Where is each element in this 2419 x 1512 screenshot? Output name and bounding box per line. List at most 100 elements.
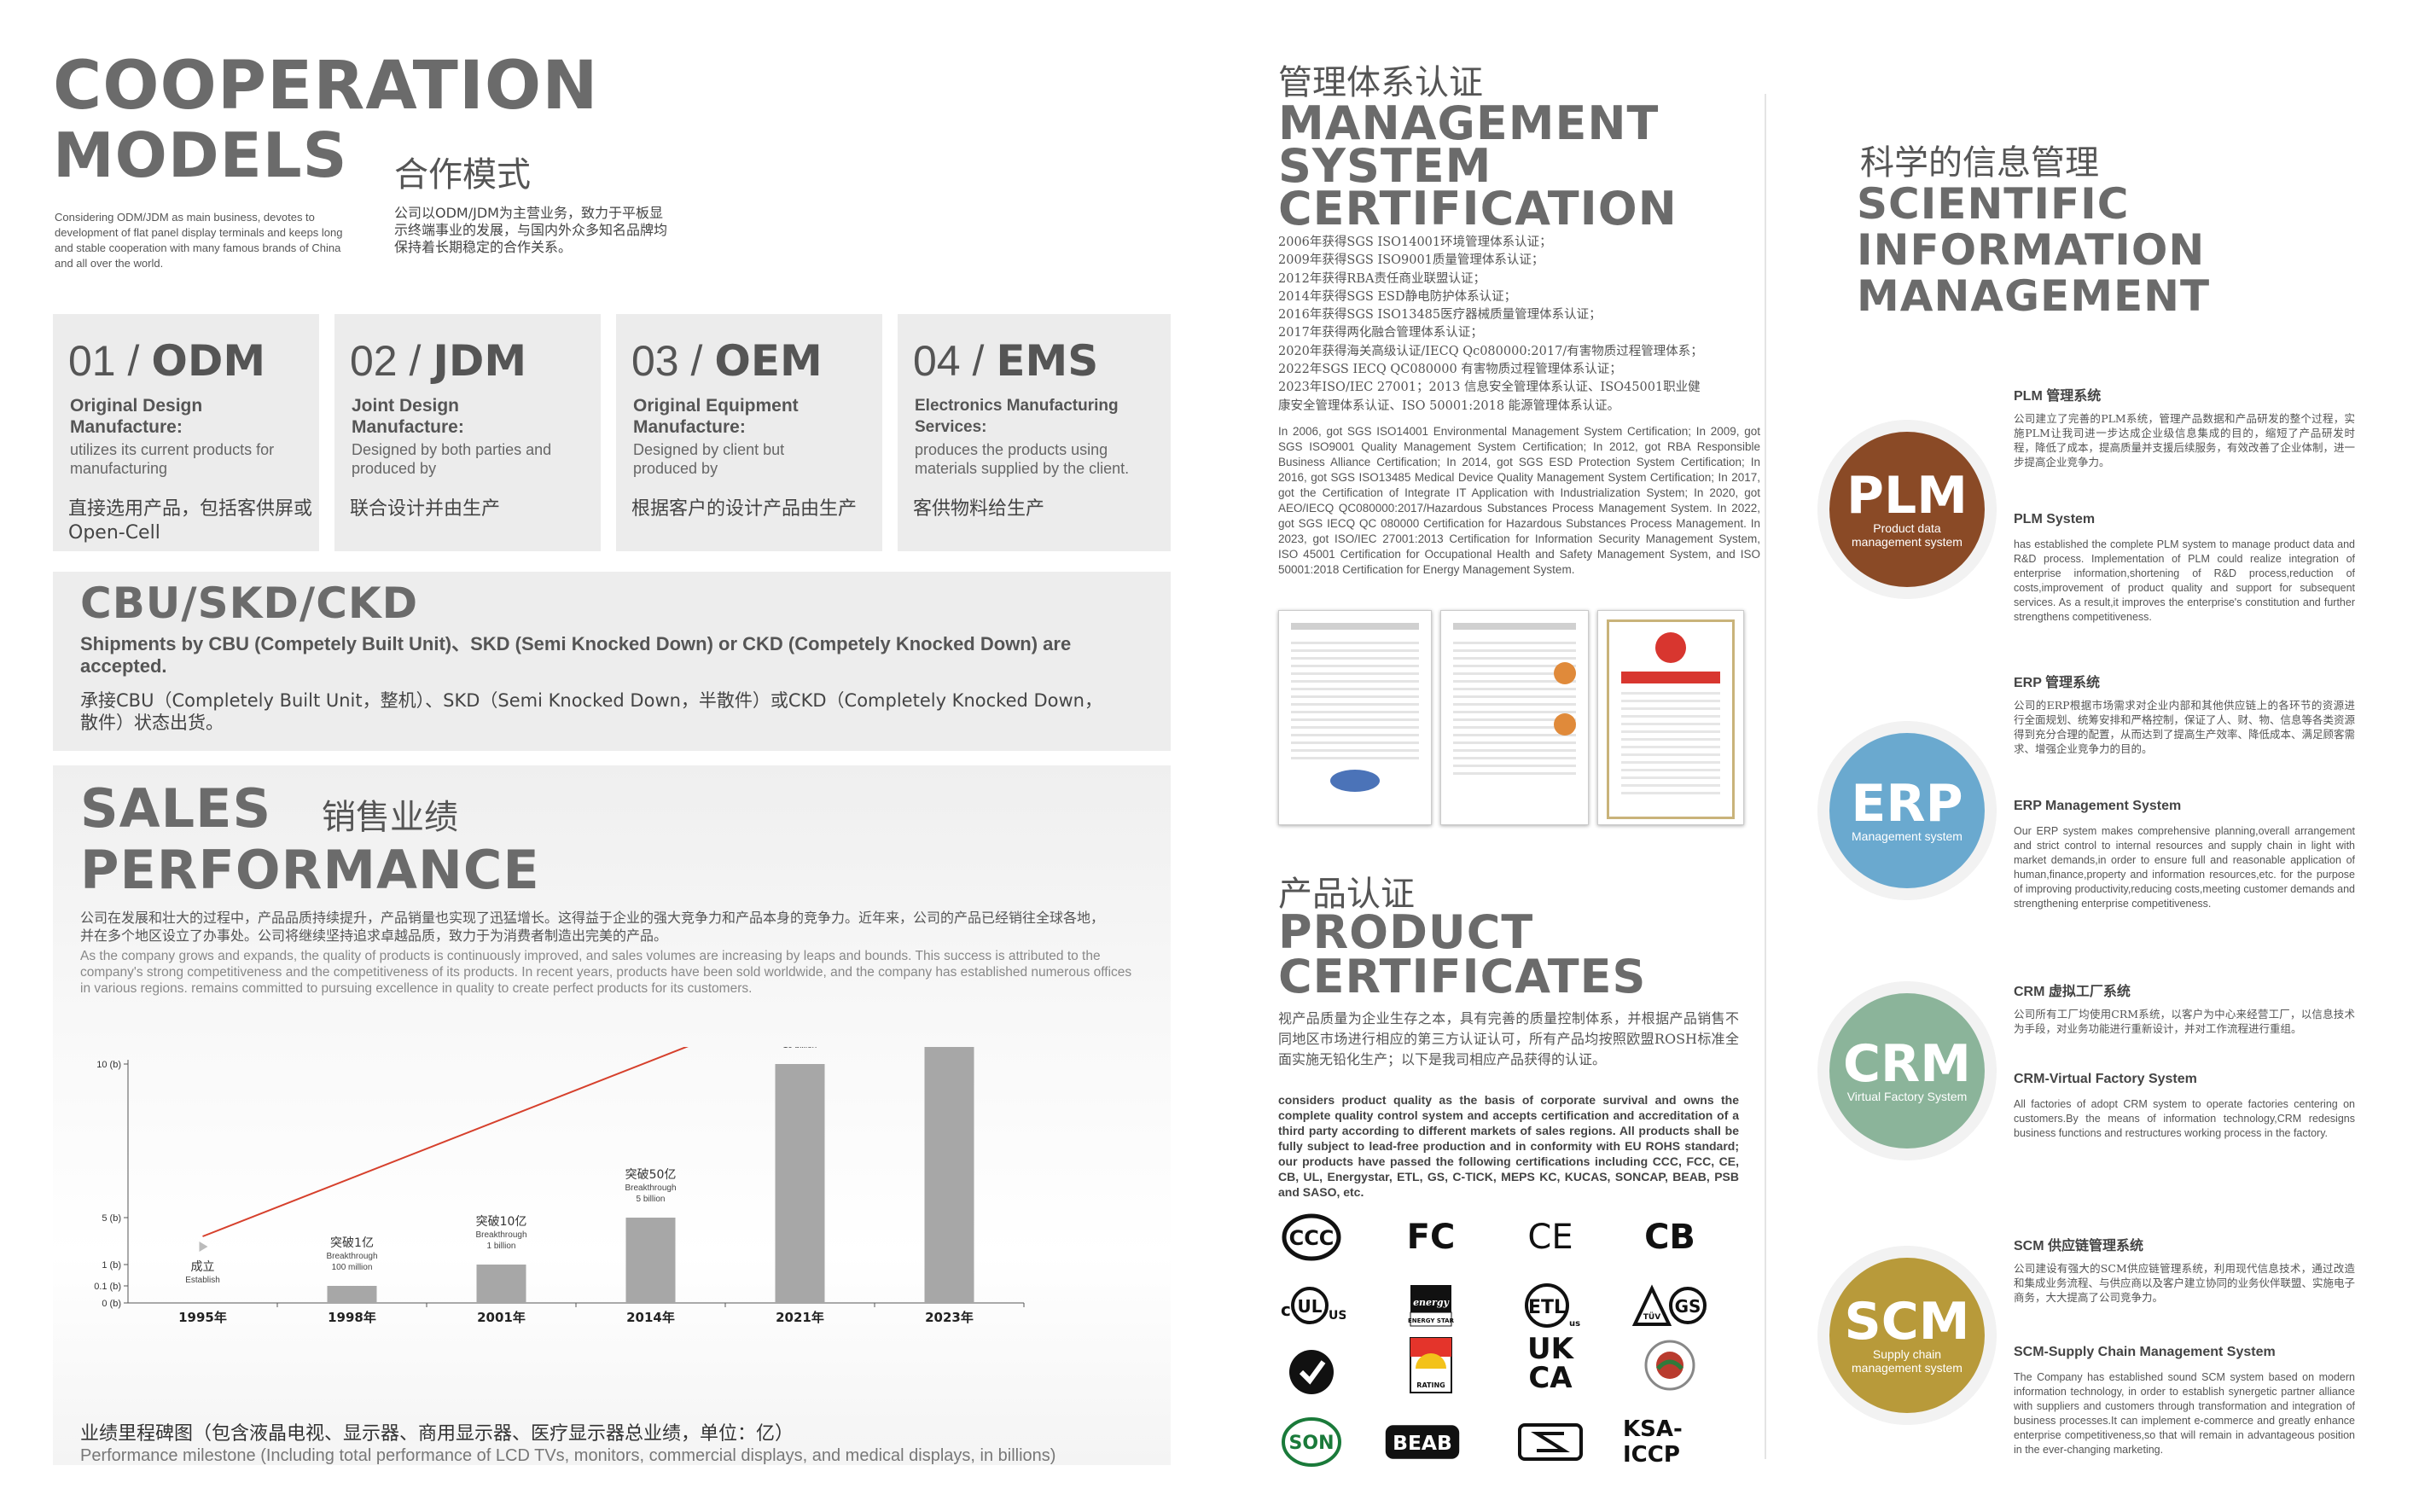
svg-text:CCC: CCC [1289,1226,1335,1250]
chart-data-label: 突破50亿 [625,1168,677,1182]
coop-intro-en: Considering ODM/JDM as main business, de… [55,211,343,270]
msc-cn-line: 2016年获得SGS ISO13485医疗器械质量管理体系认证； [1278,308,1602,323]
chart-x-tick-label: 1998年 [328,1310,376,1325]
model-code: EMS [996,336,1099,386]
scm-logo: SCM Supply chain management system [1817,1246,1997,1425]
msc-cn-line: 康安全管理体系认证、ISO 50001:2018 能源管理体系认证。 [1278,398,1620,413]
coop-title-cn: 合作模式 [394,155,531,195]
model-num: 04 / [913,337,985,385]
chart-data-label: 突破1亿 [330,1236,374,1250]
chart-y-tick-label: 5 (b) [102,1213,121,1224]
model-subtitle: Original Equipment Manufacture: [633,396,799,437]
chart-data-label-en: Establish [185,1276,220,1285]
model-code: OEM [714,336,823,386]
chart-data-label-sub: 10 billion [783,1047,817,1050]
model-desc: Designed by client but produced by [633,441,785,477]
sales-title-line1: SALES [80,777,272,840]
cul-logo-icon: c UL US [1273,1280,1350,1331]
model-desc-cn: 直接选用产品，包括客供屏或Open-Cell [68,498,313,544]
model-desc: produces the products using materials su… [915,441,1130,477]
msc-title-line3: CERTIFICATION [1278,182,1678,236]
saso-logo-icon [1631,1340,1708,1391]
sales-para-cn: 公司在发展和壮大的过程中，产品品质持续提升，产品销量也实现了迅猛增长。这得益于企… [80,910,1105,944]
chart-data-label-sub: 5 billion [637,1195,666,1204]
plm-heading-en: PLM System [2014,512,2096,526]
cbu-desc-en: Shipments by CBU (Competely Built Unit)、… [80,633,1072,677]
chart-x-tick-label: 2001年 [477,1310,526,1325]
sales-chart: 0 (b) 0.1 (b) 1 (b) 5 (b) 10 (b) 1995年 成立 Estab… [94,1047,1025,1325]
sales-title-cn: 销售业绩 [322,798,458,837]
model-card-ems: 04 / EMS Electronics Manufacturing Servi… [898,314,1171,551]
c-tick-logo-icon [1273,1346,1350,1398]
chart-y-tick-label: 1 (b) [102,1260,121,1271]
model-subtitle: Joint Design Manufacture: [352,396,464,437]
svg-text:TÜV: TÜV [1643,1312,1660,1322]
sim-title-line3: MANAGEMENT [1857,271,2211,321]
ce-logo-icon: CE [1512,1212,1589,1263]
scm-abbr: SCM [1844,1292,1970,1352]
svg-text:BEAB: BEAB [1393,1431,1452,1455]
certificate-image [1440,610,1589,825]
svg-text:c: c [1281,1300,1291,1320]
pc-title-cn: 产品认证 [1278,875,1415,914]
model-subtitle: Original Design Manufacture: [70,396,203,437]
chart-caption-en: Performance milestone (Including total p… [80,1446,1056,1465]
msc-cn-line: 2009年获得SGS ISO9001质量管理体系认证； [1278,253,1544,268]
ce-logo-text: CE [1527,1218,1573,1257]
msc-cn-line: 2006年获得SGS ISO14001环境管理体系认证； [1278,236,1552,249]
model-desc: utilizes its current products for manufa… [70,441,275,477]
energy-star-logo-icon: energy ENERGY STAR [1393,1280,1469,1331]
scm-para-cn: 公司建设有强大的SCM供应链管理系统，利用现代信息技术，通过改造和集成业务流程、… [2014,1262,2356,1304]
chart-bar [924,1047,974,1303]
model-code: ODM [151,336,266,386]
plm-subtitle: Product data management system [1852,521,1963,549]
svg-text:ETL: ETL [1528,1297,1566,1318]
chart-y-tick-label: 10 (b) [96,1060,121,1070]
msc-cn-line: 2022年SGS IECQ QC080000 有害物质过程管理体系认证； [1278,363,1622,377]
chart-data-label-en: Breakthrough [625,1183,676,1193]
msc-cn-line: 2023年ISO/IEC 27001；2013 信息安全管理体系认证、ISO45… [1278,381,1701,395]
chart-bar [625,1218,676,1303]
msc-cn-line: 2014年获得SGS ESD静电防护体系认证； [1278,289,1517,304]
certificate-image [1597,610,1744,825]
model-num: 01 / [68,337,140,385]
plm-logo: PLM Product data management system [1817,420,1997,599]
ksa-iccp-logo-text: KSA-ICCP [1623,1416,1683,1468]
chart-bar [775,1064,825,1303]
ukca-logo-icon: UKCA [1512,1335,1589,1393]
chart-x-tick-label: 2021年 [776,1310,824,1325]
energy-rating-logo-icon: RATING [1393,1337,1469,1393]
scm-heading-cn: SCM 供应链管理系统 [2014,1239,2144,1253]
svg-text:GS: GS [1675,1296,1701,1317]
chart-data-label-sub: 1 billion [487,1242,516,1251]
model-subtitle: Electronics Manufacturing Services: [915,397,1119,436]
chart-data-label-sub: 100 million [332,1263,373,1272]
erp-para-en: Our ERP system makes comprehensive plann… [2014,825,2355,910]
chart-y-tick-label: 0 (b) [102,1299,121,1309]
fcc-logo-icon: FC [1393,1212,1469,1263]
model-desc: Designed by both parties and produced by [352,441,552,477]
chart-start-marker-icon [199,1242,208,1252]
msc-cn-line: 2017年获得两化融合管理体系认证； [1278,326,1483,340]
svg-text:RATING: RATING [1416,1381,1445,1389]
certificate-image [1278,610,1432,825]
msc-title-cn: 管理体系认证 [1278,63,1483,102]
plm-para-cn: 公司建立了完善的PLM系统，管理产品数据和产品研发的整个过程，实施PLM让我司进… [2014,412,2356,468]
scm-para-en: The Company has established sound SCM sy… [2014,1371,2355,1456]
plm-heading-cn: PLM 管理系统 [2014,389,2102,404]
column-divider [1765,94,1766,1459]
cb-logo-text: CB [1644,1218,1695,1257]
scm-heading-en: SCM-Supply Chain Management System [2014,1345,2276,1359]
model-card-oem: 03 / OEM Original Equipment Manufacture:… [616,314,882,551]
model-card-odm: 01 / ODM Original Design Manufacture: ut… [53,314,319,551]
model-card-jdm: 02 / JDM Joint Design Manufacture: Desig… [334,314,601,551]
msc-cn-line: 2012年获得RBA责任商业联盟认证； [1278,271,1486,286]
model-desc-cn: 联合设计并由生产 [350,498,501,520]
coop-intro-cn: 公司以ODM/JDM为主营业务，致力于平板显示终端事业的发展，与国内外众多知名品… [394,205,668,255]
erp-logo: ERP Management system [1817,721,1997,900]
msc-list-cn: 2006年获得SGS ISO14001环境管理体系认证； 2009年获得SGS … [1278,234,1756,416]
chart-x-tick-label: 1995年 [178,1310,227,1325]
chart-caption-cn: 业绩里程碑图（包含液晶电视、显示器、商用显示器、医疗显示器总业绩，单位：亿） [80,1423,794,1445]
coop-title-line2: MODELS [53,119,348,191]
chart-data-label-en: Breakthrough [475,1230,526,1240]
